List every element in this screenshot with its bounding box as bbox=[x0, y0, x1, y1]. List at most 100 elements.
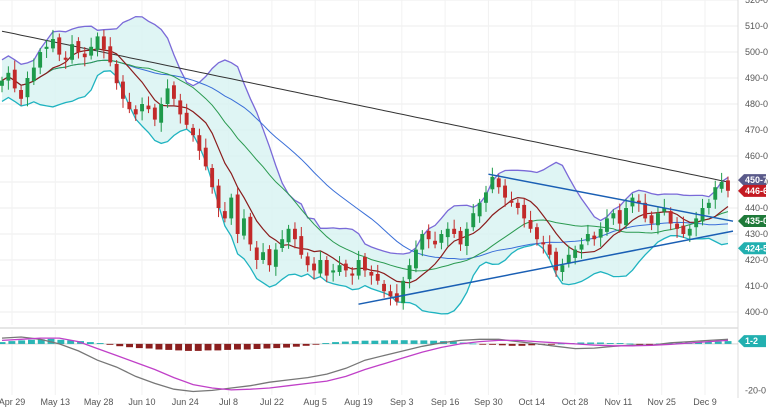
candle-body bbox=[452, 228, 457, 234]
candle-body bbox=[293, 228, 297, 240]
osc-histogram-bar bbox=[204, 343, 212, 351]
osc-histogram-bar bbox=[302, 343, 310, 346]
y-tick-label: 410-0 bbox=[745, 281, 768, 291]
candle-body bbox=[445, 228, 450, 238]
x-tick-label: Jul 22 bbox=[260, 397, 284, 407]
candle-body bbox=[57, 37, 62, 55]
candle-body bbox=[318, 260, 323, 274]
osc-histogram-bar bbox=[322, 343, 330, 344]
osc-histogram-bar bbox=[498, 343, 506, 346]
x-tick-label: Jun 24 bbox=[172, 397, 199, 407]
osc-histogram-bar bbox=[106, 343, 114, 345]
candle-body bbox=[19, 90, 23, 99]
candle-body bbox=[579, 244, 584, 250]
osc-histogram-bar bbox=[57, 339, 65, 344]
candle-body bbox=[31, 67, 36, 82]
candle-body bbox=[554, 251, 558, 271]
osc-histogram-bar bbox=[410, 340, 418, 344]
osc-histogram-bar bbox=[292, 343, 300, 347]
candle-body bbox=[401, 280, 406, 304]
price-tag: 446-6 bbox=[738, 184, 768, 197]
osc-histogram-bar bbox=[636, 343, 644, 345]
candle-body bbox=[127, 101, 132, 110]
candle-body bbox=[248, 216, 253, 245]
price-tag: 450-7 bbox=[738, 174, 768, 187]
x-tick-label: Aug 5 bbox=[303, 397, 327, 407]
osc-histogram-bar bbox=[0, 342, 6, 344]
candle-body bbox=[261, 252, 265, 260]
osc-histogram-bar bbox=[312, 343, 320, 345]
x-tick-label: Oct 28 bbox=[562, 397, 589, 407]
candle-body bbox=[140, 104, 144, 112]
candle-body bbox=[12, 69, 17, 89]
channel-upper-line bbox=[488, 173, 734, 222]
candle-body bbox=[573, 249, 578, 258]
candle-body bbox=[191, 127, 195, 136]
candle-body bbox=[535, 227, 539, 240]
osc-histogram-bar bbox=[8, 341, 16, 344]
candle-body bbox=[515, 202, 520, 208]
candlestick-layer bbox=[0, 29, 730, 310]
candle-body bbox=[6, 72, 11, 81]
bollinger-fill bbox=[2, 16, 728, 314]
osc-histogram-bar bbox=[577, 342, 585, 344]
sma-200-line bbox=[1, 30, 729, 183]
y-tick-label: 500-0 bbox=[745, 47, 768, 57]
candle-body bbox=[471, 213, 476, 228]
candle-body bbox=[681, 225, 686, 234]
osc-histogram-bar bbox=[557, 343, 565, 345]
osc-histogram-bar bbox=[37, 339, 45, 344]
osc-histogram-bar bbox=[548, 343, 555, 345]
y-tick-label: 520-0 bbox=[745, 0, 768, 5]
candle-body bbox=[675, 223, 679, 229]
candle-body bbox=[337, 265, 342, 272]
osc-histogram-bar bbox=[489, 343, 496, 345]
candle-body bbox=[585, 234, 590, 242]
candle-body bbox=[433, 240, 437, 245]
candle-body bbox=[407, 265, 412, 280]
candle-body bbox=[152, 107, 157, 120]
candle-body bbox=[286, 228, 291, 243]
y-tick-label: 490-0 bbox=[745, 73, 768, 83]
candle-body bbox=[70, 44, 74, 60]
osc-histogram-bar bbox=[646, 343, 653, 345]
x-tick-label: Aug 19 bbox=[344, 397, 373, 407]
osc-histogram-bar bbox=[96, 343, 104, 344]
candle-body bbox=[229, 197, 234, 219]
y-tick-label: 460-0 bbox=[745, 151, 768, 161]
y-tick-label: 430-0 bbox=[745, 229, 768, 239]
channel-lower-line bbox=[358, 230, 734, 305]
y-tick-label: 480-0 bbox=[745, 99, 768, 109]
candle-body bbox=[76, 41, 81, 52]
price-tag-label: 424-5 bbox=[745, 243, 768, 253]
y-tick-label: 470-0 bbox=[745, 125, 768, 135]
candle-body bbox=[503, 185, 507, 198]
osc-histogram-bar bbox=[126, 343, 133, 348]
candle-body bbox=[706, 202, 711, 208]
candle-body bbox=[668, 211, 673, 224]
candle-body bbox=[44, 46, 49, 49]
osc-histogram-bar bbox=[67, 340, 75, 344]
candle-body bbox=[560, 265, 565, 272]
x-tick-label: May 13 bbox=[41, 397, 71, 407]
osc-histogram-bar bbox=[18, 340, 26, 344]
candle-body bbox=[178, 100, 183, 115]
osc-histogram-bar bbox=[508, 343, 516, 346]
x-tick-label: May 28 bbox=[84, 397, 114, 407]
price-tag-label: 1-2 bbox=[745, 336, 758, 346]
candle-body bbox=[439, 234, 444, 243]
candle-body bbox=[388, 291, 393, 297]
candle-body bbox=[216, 185, 221, 208]
y-tick-label: 510-0 bbox=[745, 21, 768, 31]
candle-body bbox=[649, 215, 654, 224]
candle-body bbox=[25, 78, 30, 98]
osc-histogram-bar bbox=[391, 340, 398, 344]
candle-body bbox=[0, 80, 4, 86]
x-tick-label: Sep 16 bbox=[431, 397, 460, 407]
osc-histogram-bar bbox=[518, 343, 526, 346]
candle-body bbox=[687, 228, 692, 236]
candle-body bbox=[82, 53, 87, 58]
candle-body bbox=[165, 88, 170, 104]
candle-body bbox=[51, 39, 55, 49]
